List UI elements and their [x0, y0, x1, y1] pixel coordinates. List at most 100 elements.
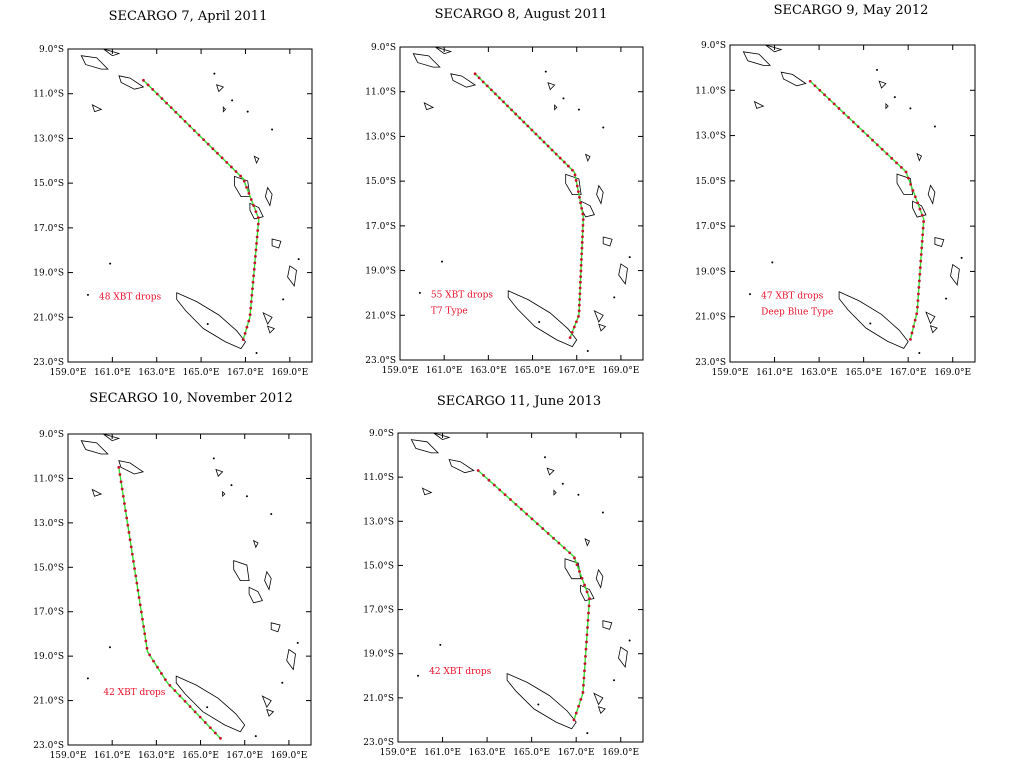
coastline — [598, 323, 607, 332]
xbt-drop — [823, 93, 826, 97]
xbt-drop — [139, 610, 143, 614]
xbt-drop — [575, 184, 579, 188]
xbt-drop — [562, 160, 566, 164]
xbt-drop — [136, 588, 140, 592]
island-dot — [586, 350, 589, 353]
island-dot — [270, 512, 273, 515]
coastline — [176, 292, 246, 350]
xbt-drop — [254, 248, 258, 252]
xbt-drop — [145, 646, 149, 650]
island-dot — [86, 293, 89, 296]
island-dot — [960, 256, 963, 259]
xbt-drop — [912, 325, 915, 328]
y-tick-label: 13.0°S — [365, 132, 396, 142]
map-panel: SECARGO 8, August 2011 9.0°S 11.0°S 13.0°S 1… — [365, 7, 644, 376]
coastline — [618, 263, 628, 286]
xbt-drop — [208, 726, 212, 730]
xbt-drop — [137, 596, 141, 599]
xbt-drop — [585, 640, 588, 644]
coastline — [80, 55, 109, 70]
xbt-drop — [554, 152, 558, 156]
xbt-drop — [242, 179, 246, 183]
xbt-drop — [885, 152, 889, 156]
xbt-drop — [546, 144, 550, 148]
island-dot — [212, 457, 215, 460]
island-dot — [933, 125, 936, 128]
xbt-drop — [919, 253, 923, 256]
coastline — [286, 648, 296, 671]
xbt-drop — [909, 337, 912, 341]
xbt-drop — [911, 189, 915, 192]
y-tick-label: 9.0°S — [371, 43, 396, 53]
xbt-drop — [568, 336, 572, 340]
coastline — [266, 325, 276, 334]
coastline — [595, 568, 604, 589]
xbt-drop — [220, 156, 224, 160]
xbt-drop — [188, 124, 192, 128]
y-tick-label: 11.0°S — [33, 90, 64, 100]
xbt-drop — [160, 672, 163, 675]
x-tick-label: 159.0°E — [712, 368, 749, 378]
island-dot — [544, 456, 546, 459]
y-tick-label: 21.0°S — [33, 313, 64, 323]
xbt-drop — [123, 502, 126, 505]
y-tick-label: 19.0°S — [695, 267, 726, 277]
island-dot — [945, 297, 948, 300]
xbt-drop — [915, 312, 919, 316]
y-tick-label: 9.0°S — [369, 429, 394, 439]
xbt-drop — [577, 704, 580, 708]
xbt-drop — [249, 198, 253, 201]
xbt-drop — [542, 140, 546, 144]
xbt-drop — [920, 246, 924, 250]
coastline — [270, 622, 281, 633]
y-tick-label: 11.0°S — [33, 474, 64, 484]
xbt-drop — [578, 298, 582, 301]
coastline — [753, 100, 765, 109]
map-frame — [729, 44, 976, 363]
xbt-drop — [866, 134, 870, 138]
xbt-drop — [576, 190, 580, 194]
island-dot — [628, 256, 631, 259]
xbt-drop — [572, 718, 576, 722]
coastline — [916, 152, 923, 162]
coastline — [103, 48, 121, 57]
panel-title: SECARGO 10, November 2012 — [89, 391, 293, 406]
xbt-drop — [485, 84, 489, 88]
x-tick-label: 159.0°E — [380, 748, 417, 758]
island-dot — [602, 126, 605, 129]
xbt-drop — [241, 338, 245, 342]
island-dot — [538, 320, 541, 323]
xbt-drop — [837, 107, 841, 110]
xbt-drop — [580, 246, 584, 250]
coastline — [584, 153, 591, 163]
xbt-drop — [506, 104, 509, 108]
xbt-drop — [225, 160, 229, 164]
coastline — [602, 620, 613, 630]
xbt-drop — [919, 259, 923, 263]
y-tick-label: 23.0°S — [695, 358, 726, 368]
island-dot — [297, 258, 300, 261]
xbt-drop — [234, 170, 238, 173]
coastline — [546, 467, 555, 476]
xbt-drop — [580, 576, 584, 580]
xbt-drop — [498, 96, 501, 100]
xbt-drop — [128, 538, 132, 542]
coastline — [593, 309, 604, 323]
coastline — [271, 238, 282, 249]
island-dot — [586, 732, 589, 735]
xbt-drop — [526, 124, 530, 128]
island-dot — [418, 291, 421, 294]
map-panel: SECARGO 9, May 2012 9.0°S 11.0°S 13.0°S 15.0… — [695, 3, 976, 378]
coastline — [596, 184, 604, 205]
annotation-label: 48 XBT drops — [99, 292, 161, 302]
coastline — [252, 539, 259, 549]
x-tick-label: 167.0°E — [226, 751, 263, 761]
coastline — [103, 433, 121, 442]
xbt-drop — [913, 318, 917, 322]
xbt-drop — [562, 546, 566, 550]
xbt-drop — [813, 84, 817, 88]
xbt-drop — [132, 560, 135, 563]
x-tick-label: 163.0°E — [469, 748, 506, 758]
xbt-drop — [808, 79, 812, 83]
xbt-drop — [916, 201, 920, 205]
